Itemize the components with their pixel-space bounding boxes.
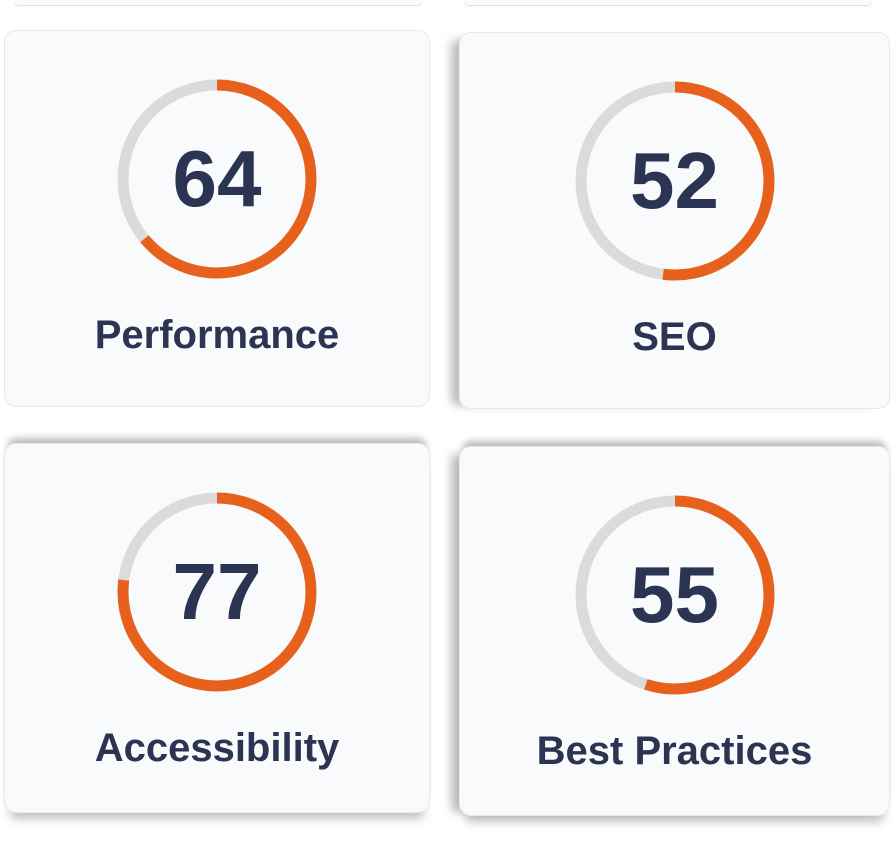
score-card-best-practices: 55 Best Practices [459, 446, 890, 816]
score-card-performance: 64 Performance [4, 30, 430, 407]
cropped-card-edge-artifact [14, 0, 422, 5]
score-label: Best Practices [536, 729, 813, 773]
gauge-progress-ring [117, 492, 317, 692]
score-card-seo: 52 SEO [459, 32, 890, 409]
gauge-ring-chart [575, 495, 774, 695]
score-label: SEO [632, 315, 717, 359]
score-value: 52 [630, 136, 719, 225]
score-value: 77 [172, 547, 262, 636]
score-value: 55 [630, 550, 719, 639]
score-value: 64 [172, 134, 262, 223]
score-label: Accessibility [94, 726, 340, 770]
performance-gauge: 64 [117, 79, 317, 279]
score-card-accessibility: 77 Accessibility [4, 443, 430, 813]
gauge-progress-ring [117, 79, 317, 279]
accessibility-gauge: 77 [117, 492, 317, 692]
gauge-ring-chart [117, 492, 317, 692]
cropped-card-edge-artifact [464, 0, 872, 5]
gauge-ring-chart [575, 81, 774, 281]
gauge-progress-ring [575, 81, 774, 281]
gauge-progress-ring [575, 495, 774, 695]
gauge-ring-chart [117, 79, 317, 279]
best-practices-gauge: 55 [575, 495, 775, 695]
score-label: Performance [94, 313, 340, 357]
seo-gauge: 52 [575, 81, 775, 281]
